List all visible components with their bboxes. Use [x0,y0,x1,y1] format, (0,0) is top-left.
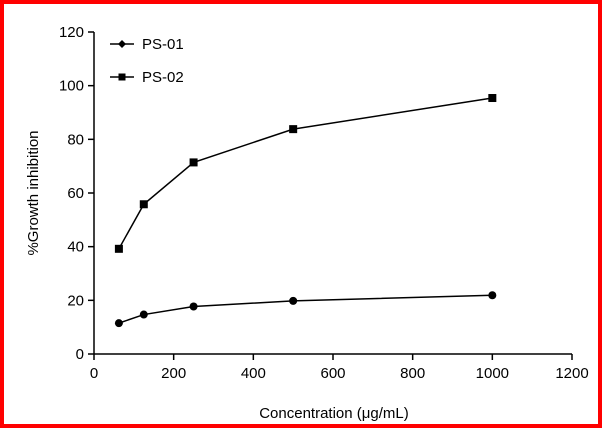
y-axis-label: %Growth inhibition [25,130,42,255]
legend: PS-01 PS-02 [110,36,184,86]
y-tick-label: 100 [59,78,84,95]
x-axis-label: Concentration (μg/mL) [259,405,409,422]
x-tick-label: 1000 [476,365,509,382]
y-tick-label: 40 [67,239,84,256]
data-point-ps-01 [139,310,148,319]
legend-marker-ps-01 [118,40,126,48]
data-point-ps-01 [289,296,298,305]
y-tick-label: 0 [76,346,84,363]
y-tick-label: 80 [67,131,84,148]
data-point-ps-01 [114,319,123,328]
y-tick-label: 120 [59,24,84,41]
x-ticks: 0 200 400 600 800 1000 1200 [90,354,589,382]
data-point-ps-02 [488,94,497,103]
data-point-ps-02 [114,244,123,253]
legend-marker-ps-02 [118,73,126,81]
x-tick-label: 600 [320,365,345,382]
x-tick-label: 800 [400,365,425,382]
data-point-ps-01 [488,291,497,300]
data-point-ps-02 [289,125,298,134]
legend-label-ps-01: PS-01 [142,36,184,53]
legend-label-ps-02: PS-02 [142,69,184,86]
x-tick-label: 1200 [555,365,588,382]
data-point-ps-01 [189,302,198,311]
x-tick-label: 200 [161,365,186,382]
y-ticks: 0 20 40 60 80 100 120 [59,24,94,363]
series-layer [114,94,497,328]
series-line-ps-01 [118,294,493,324]
y-tick-label: 20 [67,292,84,309]
y-tick-label: 60 [67,185,84,202]
x-tick-label: 400 [241,365,266,382]
data-point-ps-02 [139,200,148,209]
series-line-ps-02 [118,97,493,250]
data-point-ps-02 [189,158,198,167]
x-tick-label: 0 [90,365,98,382]
